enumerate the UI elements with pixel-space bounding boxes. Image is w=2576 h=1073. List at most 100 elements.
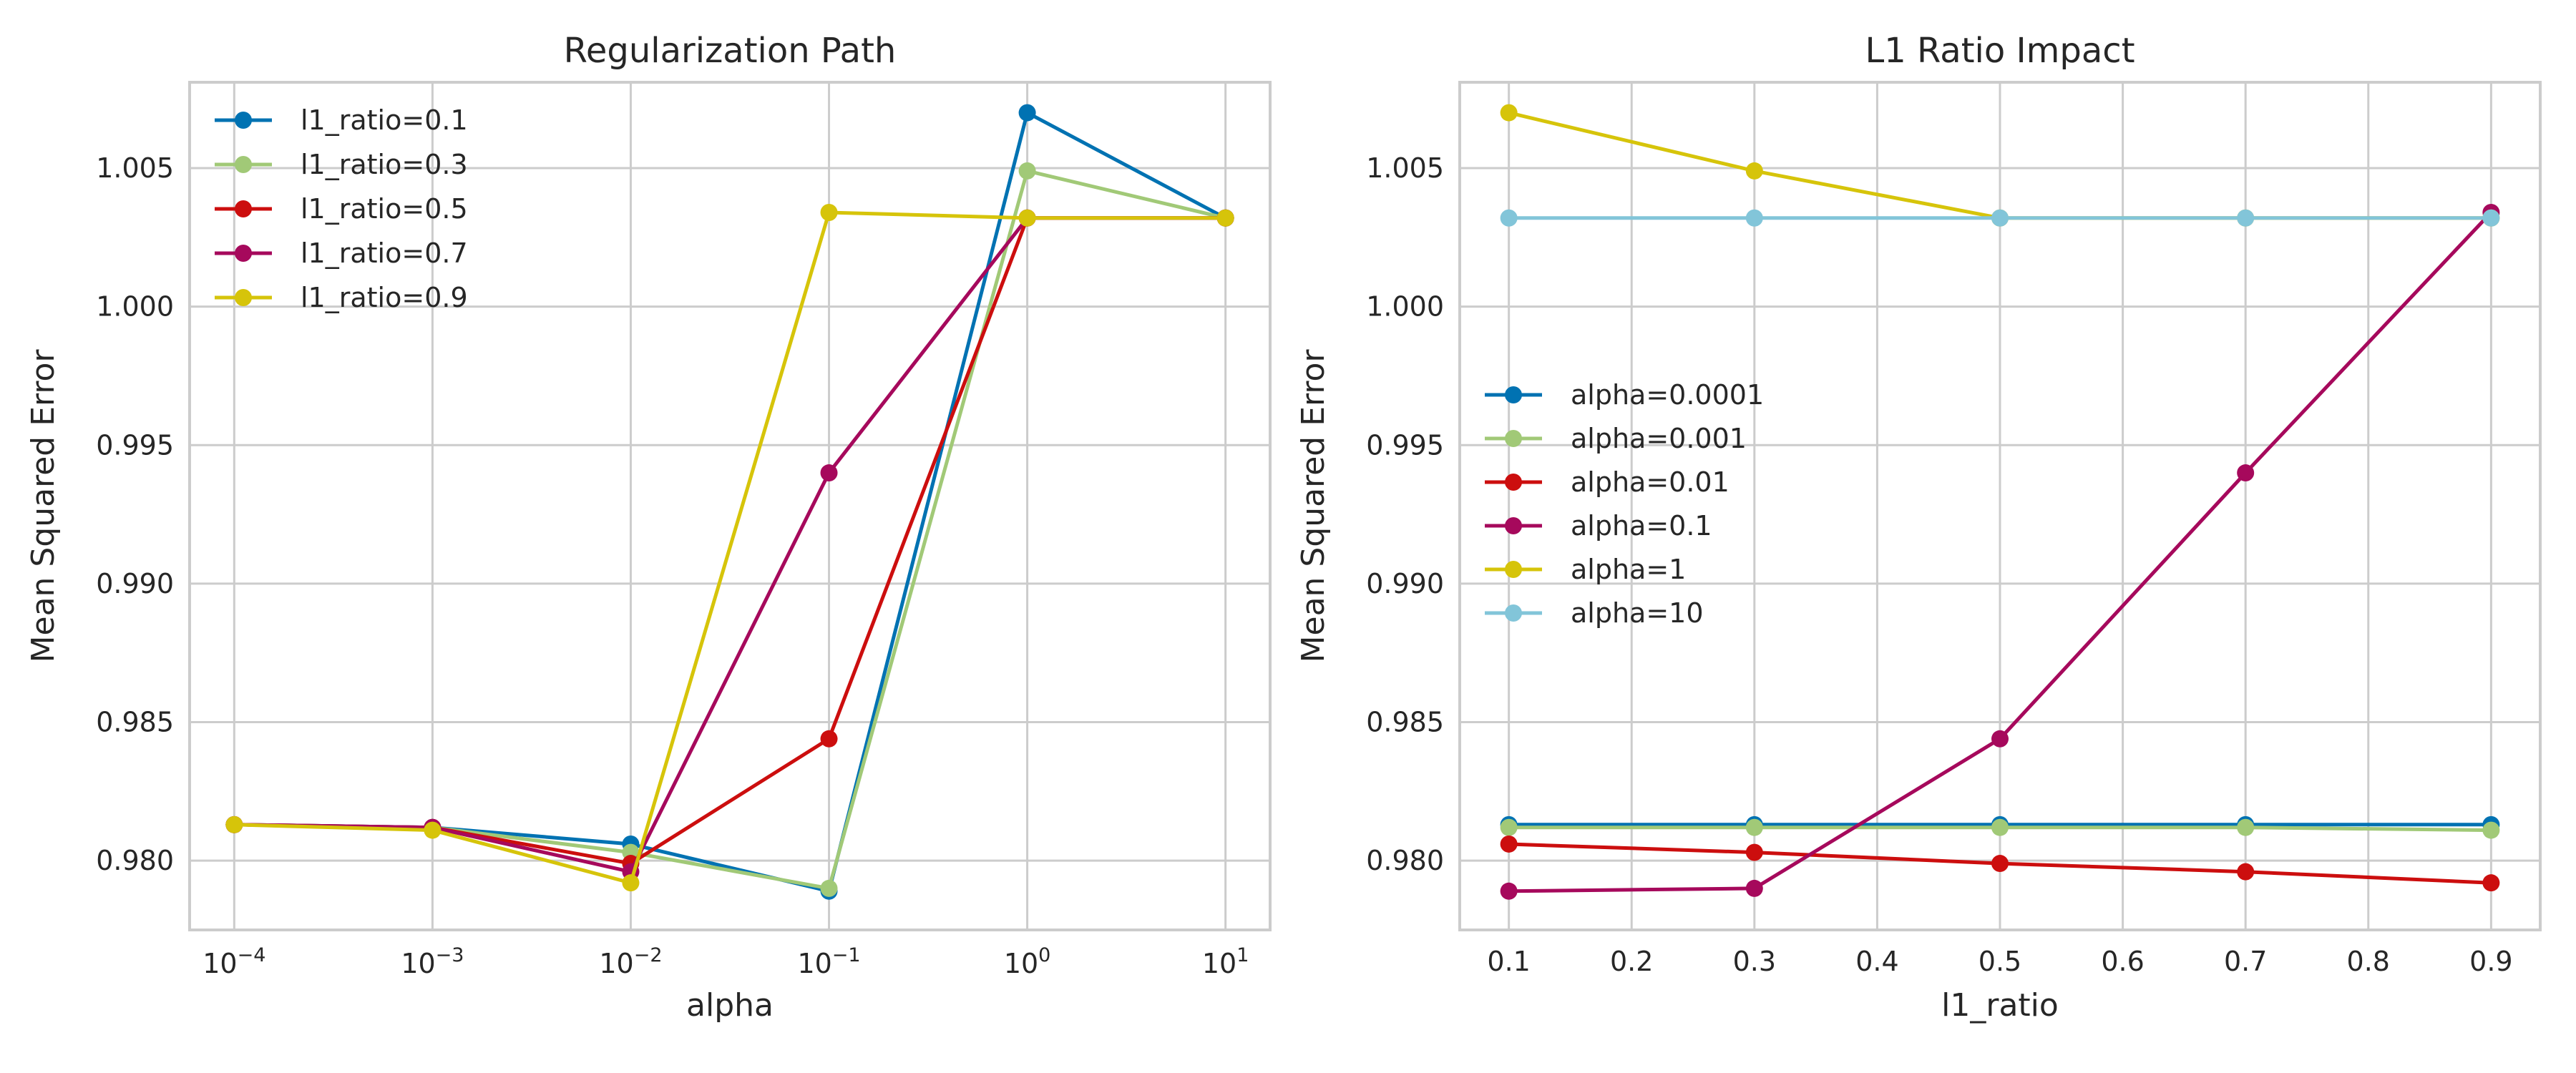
- x-axis-label: l1_ratio: [1941, 987, 2059, 1024]
- legend-label: alpha=1: [1571, 554, 1686, 585]
- data-point: [1500, 818, 1518, 836]
- data-point: [1500, 882, 1518, 900]
- data-point: [622, 874, 640, 892]
- legend-swatch-marker: [235, 245, 252, 262]
- legend-item: alpha=1: [1485, 554, 1686, 585]
- data-point: [1745, 818, 1763, 836]
- series-alpha-0-01: [1500, 835, 2500, 892]
- chart-title: L1 Ratio Impact: [1865, 31, 2135, 71]
- data-point: [1500, 209, 1518, 227]
- x-tick-label: 0.1: [1487, 946, 1530, 977]
- y-tick-label: 1.000: [96, 291, 174, 323]
- data-point: [225, 815, 243, 833]
- legend-item: l1_ratio=0.3: [215, 149, 468, 180]
- x-tick-label: 10−2: [599, 944, 662, 979]
- plot-border: [1458, 81, 2542, 931]
- data-point: [2482, 821, 2500, 839]
- legend-label: l1_ratio=0.3: [301, 149, 468, 180]
- x-axis-label: alpha: [686, 987, 774, 1024]
- data-point: [1745, 162, 1763, 180]
- legend-item: alpha=0.001: [1485, 423, 1747, 454]
- legend-item: l1_ratio=0.5: [215, 193, 468, 225]
- legend-swatch-marker: [235, 200, 252, 217]
- series-alpha-10: [1500, 209, 2500, 227]
- data-point: [1991, 730, 2009, 748]
- x-tick-label: 10−1: [797, 944, 860, 979]
- legend-item: alpha=0.1: [1485, 510, 1712, 542]
- data-point: [2237, 863, 2255, 881]
- y-tick-label: 0.995: [96, 429, 174, 461]
- legend-item: alpha=10: [1485, 597, 1704, 629]
- y-tick-label: 1.000: [1366, 291, 1444, 323]
- legend-item: l1_ratio=0.9: [215, 282, 468, 313]
- x-tick-label: 10−4: [203, 944, 265, 979]
- data-point: [1745, 879, 1763, 897]
- x-tick-label: 0.7: [2224, 946, 2267, 977]
- legend-swatch-marker: [1505, 474, 1522, 491]
- x-tick-label: 10−3: [401, 944, 464, 979]
- legend-item: l1_ratio=0.7: [215, 237, 468, 269]
- legend-label: alpha=0.001: [1571, 423, 1747, 454]
- series-line: [234, 210, 1226, 886]
- y-tick-label: 1.005: [96, 152, 174, 184]
- legend-swatch-marker: [1505, 386, 1522, 403]
- x-tick-label: 101: [1202, 944, 1249, 979]
- data-point: [1991, 855, 2009, 873]
- plot-area: [188, 81, 1272, 931]
- legend-swatch-marker: [235, 112, 252, 129]
- legend-label: alpha=0.01: [1571, 466, 1729, 498]
- y-tick-label: 0.985: [1366, 707, 1444, 738]
- data-point: [2237, 209, 2255, 227]
- legend-item: alpha=0.01: [1485, 466, 1729, 498]
- data-point: [1018, 209, 1036, 227]
- legend: l1_ratio=0.1 l1_ratio=0.3 l1_ratio=0.5 l1_r…: [215, 104, 468, 313]
- x-tick-label: 0.9: [2469, 946, 2512, 977]
- l1-ratio-impact-chart: 0.1 0.2 0.3 0.4 0.5 0.6 0.7 0.8 0.9 0.980 0.985 0.9…: [1295, 31, 2542, 1024]
- legend-swatch-marker: [235, 289, 252, 306]
- x-tick-label: 0.3: [1733, 946, 1776, 977]
- data-point: [820, 730, 838, 748]
- y-axis-label: Mean Squared Error: [1295, 349, 1332, 663]
- legend-label: alpha=10: [1571, 597, 1704, 629]
- y-axis-label: Mean Squared Error: [25, 349, 62, 663]
- legend-label: l1_ratio=0.1: [301, 104, 468, 136]
- data-point: [2237, 818, 2255, 836]
- data-point: [820, 204, 838, 222]
- data-point: [1500, 104, 1518, 122]
- data-point: [2482, 209, 2500, 227]
- legend-swatch-marker: [1505, 604, 1522, 622]
- series-alpha-0-001: [1500, 818, 2500, 839]
- legend-label: alpha=0.1: [1571, 510, 1712, 542]
- y-tick-label: 1.005: [1366, 152, 1444, 184]
- data-point: [820, 464, 838, 482]
- legend-label: alpha=0.0001: [1571, 379, 1764, 411]
- legend-label: l1_ratio=0.5: [301, 193, 468, 225]
- data-point: [1745, 209, 1763, 227]
- data-point: [1018, 162, 1036, 180]
- x-tick-label: 0.6: [2101, 946, 2144, 977]
- legend-label: l1_ratio=0.9: [301, 282, 468, 313]
- legend-label: l1_ratio=0.7: [301, 237, 468, 269]
- x-tick-label: 0.5: [1979, 946, 2021, 977]
- legend-item: alpha=0.0001: [1485, 379, 1764, 411]
- data-point: [820, 879, 838, 897]
- data-point: [1745, 843, 1763, 861]
- y-tick-label: 0.980: [1366, 845, 1444, 876]
- y-tick-label: 0.985: [96, 707, 174, 738]
- y-tick-label: 0.990: [1366, 568, 1444, 599]
- plot-border: [188, 81, 1272, 931]
- legend-item: l1_ratio=0.1: [215, 104, 468, 136]
- legend-swatch-marker: [1505, 561, 1522, 578]
- y-tick-label: 0.990: [96, 568, 174, 599]
- data-point: [2237, 464, 2255, 482]
- data-point: [1991, 209, 2009, 227]
- data-point: [424, 821, 441, 839]
- x-tick-label: 0.2: [1610, 946, 1653, 977]
- legend-swatch-marker: [235, 156, 252, 173]
- x-tick-label: 100: [1004, 944, 1051, 979]
- legend: alpha=0.0001 alpha=0.001 alpha=0.01 alpha=0…: [1485, 379, 1764, 629]
- regularization-path-chart: 10−4 10−3 10−2 10−1 100 101 0.980 0.985 0.990 0.9…: [25, 31, 1272, 1024]
- y-tick-label: 0.980: [96, 845, 174, 876]
- series-l1-ratio-0-9: [225, 204, 1234, 892]
